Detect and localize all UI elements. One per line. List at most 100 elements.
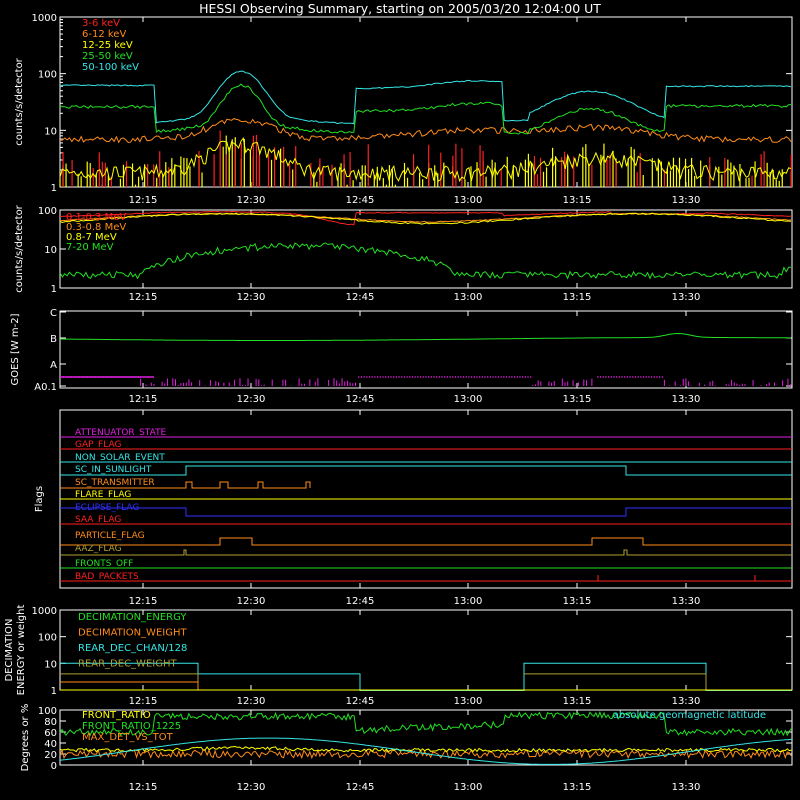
- y-axis-label: Degrees or %: [20, 704, 31, 772]
- y-tick-label: A: [50, 360, 57, 371]
- time-tick-label: 12:15: [129, 394, 158, 405]
- plot-frame: [59, 310, 793, 389]
- plot-frame: [59, 16, 793, 188]
- time-tick-label: 12:45: [346, 292, 375, 303]
- y-axis-label: Flags: [34, 486, 45, 512]
- time-tick-label: 12:15: [129, 292, 158, 303]
- legend-entry: 7-20 MeV: [66, 242, 114, 253]
- y-tick-label: 1: [51, 183, 57, 194]
- flag-label: SC_IN_SUNLIGHT: [75, 465, 152, 475]
- time-tick-label: 13:30: [672, 782, 701, 793]
- y-tick-label: 80: [44, 717, 57, 728]
- flag-label: SC_TRANSMITTER: [75, 478, 155, 488]
- time-tick-label: 13:15: [563, 696, 592, 707]
- flag-label: ATTENUATOR_STATE: [75, 428, 167, 438]
- flag-line: [60, 537, 792, 546]
- time-tick-label: 13:15: [563, 394, 592, 405]
- time-tick-label: 13:15: [563, 292, 592, 303]
- y-tick-label: 1: [51, 284, 57, 295]
- y-axis-label: counts/s/detector: [14, 204, 25, 292]
- panel-goes: A0.1 A B C GOES [W m-2]: [10, 308, 793, 393]
- y-tick-label: 100: [38, 706, 57, 717]
- series-7-20-mev: [59, 242, 791, 280]
- panel-decimation: 1 10 100 1000 DECIMATION ENERGY or weight DECI…: [4, 605, 793, 697]
- series-rear-dec-weight: [524, 673, 707, 690]
- time-tick-label: 13:30: [672, 292, 701, 303]
- time-tick-label: 12:30: [237, 195, 266, 206]
- series-front-ratio-1225: [59, 710, 792, 737]
- time-tick-label: 12:45: [346, 394, 375, 405]
- time-tick-label: 12:45: [346, 782, 375, 793]
- flag-label: GAP_FLAG: [75, 440, 121, 450]
- y-tick-label: 1000: [32, 13, 57, 24]
- legend-entry: 0.8-7 MeV: [66, 232, 117, 243]
- plot-frame: [59, 709, 793, 766]
- time-tick-label: 12:15: [129, 696, 158, 707]
- series-goes-flux: [60, 332, 791, 341]
- series-front-ratio: [59, 745, 792, 753]
- y-tick-label: 20: [44, 750, 57, 761]
- time-tick-label: 13:15: [563, 195, 592, 206]
- flag-label: FLARE_FLAG: [75, 490, 131, 500]
- flag-line: [60, 549, 792, 556]
- flag-label: SAA_FLAG: [75, 515, 121, 525]
- time-tick-label: 13:30: [672, 195, 701, 206]
- time-tick-label: 13:15: [563, 596, 592, 607]
- series-0.8-7-mev: [59, 212, 792, 225]
- series-6-12-kev: [59, 118, 792, 144]
- panel-high-energy: 1 10 100 counts/s/detector 0.1-0.3 MeV0.3-0.…: [14, 204, 793, 295]
- y-axis-label: ENERGY or weight: [16, 605, 27, 696]
- y-tick-label: 0: [51, 761, 57, 772]
- y-tick-label: C: [50, 308, 57, 319]
- flag-label: BAD_PACKETS: [75, 572, 139, 582]
- series-geomagnetic-latitude: [59, 737, 792, 765]
- legend-entry: absolute geomagnetic latitude: [613, 710, 766, 721]
- legend-entry: 50-100 keV: [82, 62, 139, 73]
- time-tick-label: 13:00: [454, 195, 483, 206]
- legend-entry: FRONT_RATIO: [82, 710, 151, 721]
- time-tick-label: 13:00: [454, 596, 483, 607]
- flag-label: NON_SOLAR_EVENT: [75, 453, 165, 463]
- y-tick-label: 100: [38, 70, 57, 81]
- flag-label: FRONTS_OFF: [75, 559, 133, 569]
- legend-entry: DECIMATION_ENERGY: [78, 612, 187, 623]
- y-tick-label: 10: [44, 245, 57, 256]
- y-tick-label: A0.1: [34, 382, 57, 393]
- series-decimation-weight: [60, 681, 199, 690]
- time-tick-label: 13:00: [454, 782, 483, 793]
- time-tick-label: 13:00: [454, 394, 483, 405]
- y-axis-label: DECIMATION: [4, 618, 15, 681]
- y-tick-label: 40: [44, 739, 57, 750]
- legend-entry: 6-12 keV: [82, 29, 126, 40]
- legend-entry: 0.3-0.8 MeV: [66, 222, 126, 233]
- flag-label: AAZ_FLAG: [75, 544, 122, 554]
- legend-entry: REAR_DEC_WEIGHT: [78, 659, 177, 670]
- legend-entry: DECIMATION_WEIGHT: [78, 628, 187, 639]
- series-25-50-kev: [59, 83, 792, 135]
- time-tick-label: 13:00: [454, 292, 483, 303]
- flag-label: PARTICLE_FLAG: [75, 531, 145, 541]
- y-tick-label: 100: [38, 633, 57, 644]
- y-tick-label: 1000: [32, 606, 57, 617]
- time-tick-label: 12:15: [129, 596, 158, 607]
- time-tick-label: 12:30: [237, 696, 266, 707]
- y-axis-label: counts/s/detector: [14, 57, 25, 145]
- time-tick-label: 12:45: [346, 596, 375, 607]
- flag-line: [60, 481, 311, 489]
- time-tick-label: 13:30: [672, 394, 701, 405]
- flag-line: [60, 465, 792, 476]
- time-tick-label: 13:30: [672, 596, 701, 607]
- series-50-100-kev: [59, 70, 792, 125]
- y-tick-label: 10: [44, 659, 57, 670]
- y-tick-label: B: [50, 334, 57, 345]
- legend-entry: 0.1-0.3 MeV: [66, 212, 126, 223]
- time-tick-label: 12:30: [237, 782, 266, 793]
- time-tick-label: 12:30: [237, 394, 266, 405]
- time-tick-label: 12:15: [129, 195, 158, 206]
- y-tick-label: 10: [44, 126, 57, 137]
- time-tick-label: 13:30: [672, 696, 701, 707]
- legend-entry: 12-25 keV: [82, 40, 133, 51]
- y-tick-label: 60: [44, 728, 57, 739]
